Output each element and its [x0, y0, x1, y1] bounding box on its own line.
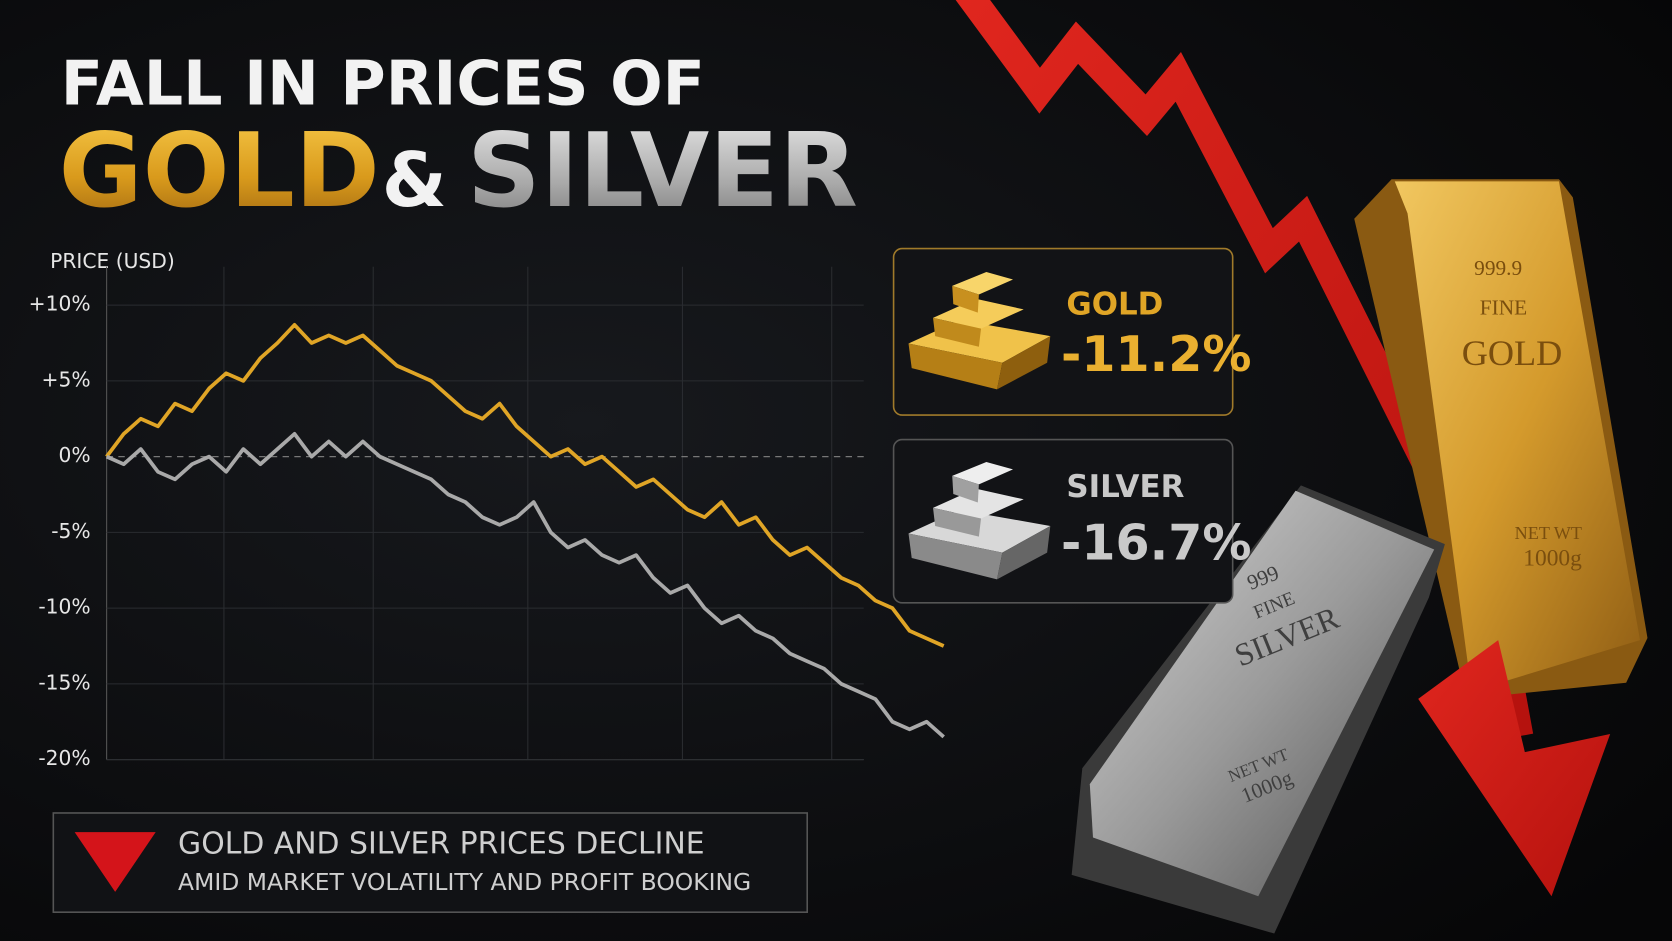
y-tick-label: -10%: [38, 595, 90, 619]
y-tick-label: +5%: [42, 367, 91, 391]
y-tick-label: 0%: [59, 443, 91, 467]
title-silver: SILVER: [467, 112, 858, 231]
y-tick-label: +10%: [29, 292, 91, 316]
title-line: FALL IN PRICES OF: [61, 48, 705, 120]
gold-bar-text: GOLD: [1462, 333, 1563, 373]
silver-icon: [908, 461, 1051, 580]
down-triangle: [74, 832, 156, 892]
gold-bar-text: FINE: [1480, 296, 1527, 320]
card-change: -11.2%: [1061, 325, 1251, 383]
gold-bar: [1394, 181, 1641, 692]
card-label: GOLD: [1066, 287, 1163, 323]
series-line: [105, 323, 945, 648]
series-line: [105, 432, 945, 739]
y-tick-label: -15%: [38, 670, 90, 694]
gold-bar-text: 999.9: [1474, 256, 1522, 280]
gold-bar-text: 1000g: [1523, 545, 1582, 571]
footer-subline: AMID MARKET VOLATILITY AND PROFIT BOOKIN…: [178, 868, 751, 896]
plot: +10% +5% 0% -5% -10% -15% -20%: [29, 292, 945, 770]
silver-bar: [1089, 490, 1435, 897]
y-tick-label: -5%: [51, 519, 90, 543]
y-tick-label: -20%: [38, 746, 90, 770]
title-amp: &: [382, 137, 447, 224]
footer-line: GOLD AND SILVER PRICES DECLINE: [178, 826, 705, 861]
card-change: -16.7%: [1061, 514, 1251, 572]
y-axis-label: PRICE (USD): [50, 249, 175, 273]
title-gold: GOLD: [59, 112, 380, 231]
gold-icon: [908, 272, 1051, 390]
card-label: SILVER: [1066, 469, 1184, 505]
vertical-grid: [223, 266, 833, 760]
gold-bar-text: NET WT: [1515, 523, 1582, 543]
footer-box: [52, 812, 809, 913]
red-arrowhead: [1418, 640, 1611, 897]
